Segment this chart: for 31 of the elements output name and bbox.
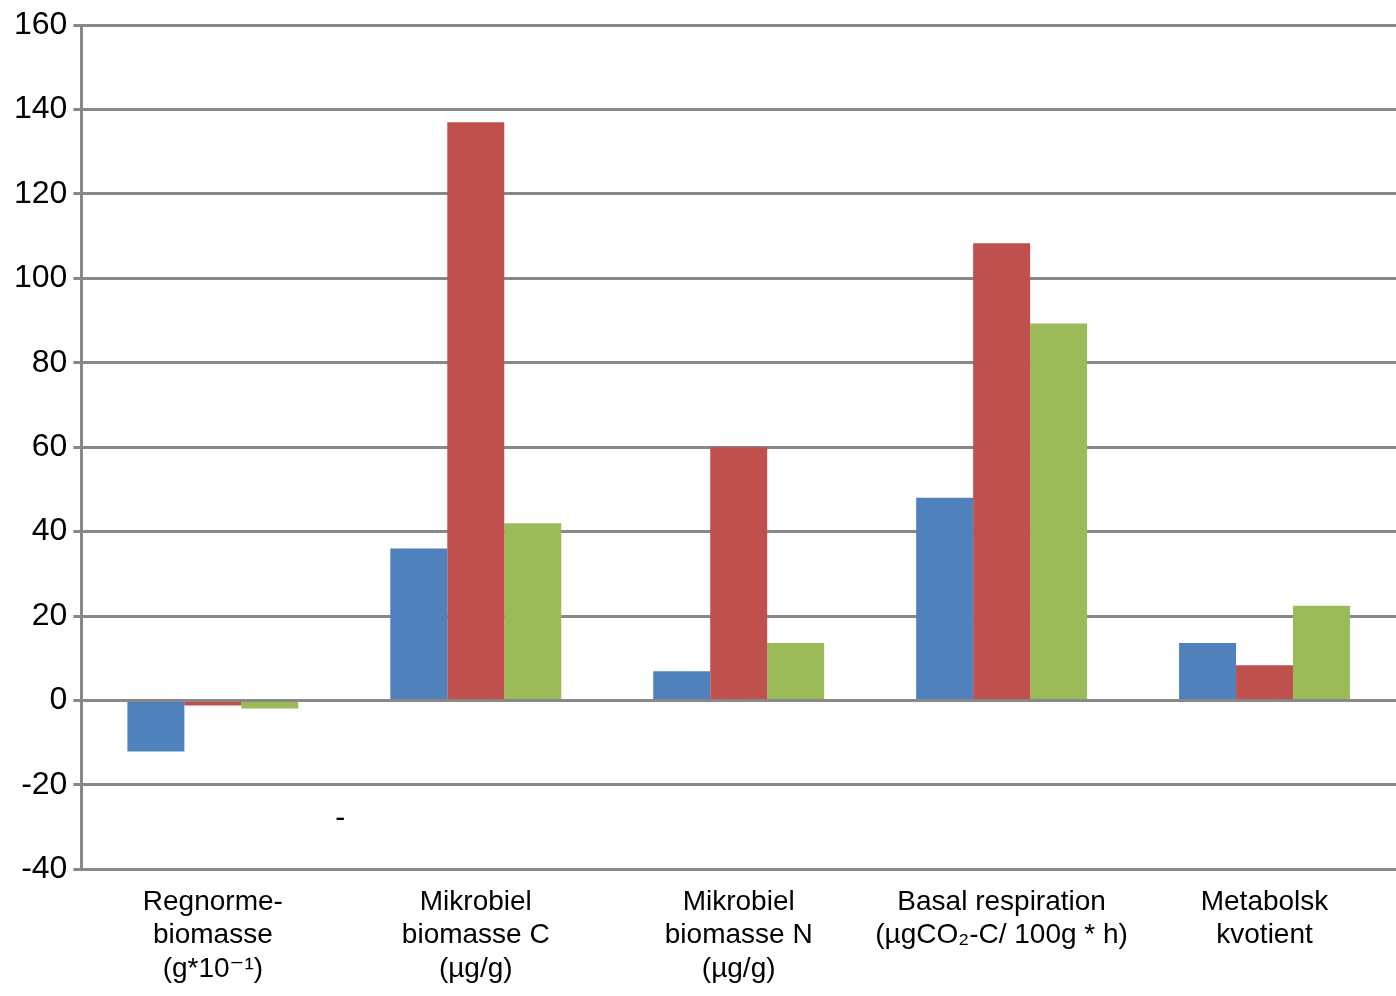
bar <box>390 548 448 699</box>
x-tick-label: Mikrobiel biomasse C (µg/g) <box>401 884 550 983</box>
y-tick-label: 160 <box>14 5 68 42</box>
bar <box>916 497 974 699</box>
x-tick-label: Basal respiration (µgCO₂-C/ 100g * h) <box>875 884 1128 950</box>
x-tick-label: Mikrobiel biomasse N (µg/g) <box>664 884 813 983</box>
y-tick-label: 20 <box>31 595 68 632</box>
bar <box>241 701 299 709</box>
x-tick-label: Metabolsk kvotient <box>1200 884 1330 950</box>
bar <box>767 643 825 699</box>
y-tick-label: 80 <box>31 342 68 379</box>
bar <box>1293 605 1350 699</box>
bar <box>1030 323 1088 699</box>
y-tick-label: -20 <box>21 764 68 801</box>
bar <box>653 671 711 699</box>
annotation: - <box>335 799 346 833</box>
y-tick-label: 100 <box>14 258 68 295</box>
y-tick-label: 140 <box>14 89 68 126</box>
bar <box>127 701 185 752</box>
y-tick-label: 120 <box>14 173 68 210</box>
y-tick-label: 60 <box>31 427 68 464</box>
x-tick-label: Regnorme- biomasse (g*10⁻¹) <box>142 884 283 983</box>
bar <box>1179 643 1237 699</box>
bar <box>504 523 562 699</box>
y-tick-label: 0 <box>49 680 68 717</box>
bar <box>447 122 505 699</box>
bar <box>710 447 768 699</box>
y-tick-label: -40 <box>21 849 68 886</box>
bar <box>1236 665 1294 699</box>
y-tick-label: 40 <box>31 511 68 548</box>
bar <box>973 243 1031 699</box>
